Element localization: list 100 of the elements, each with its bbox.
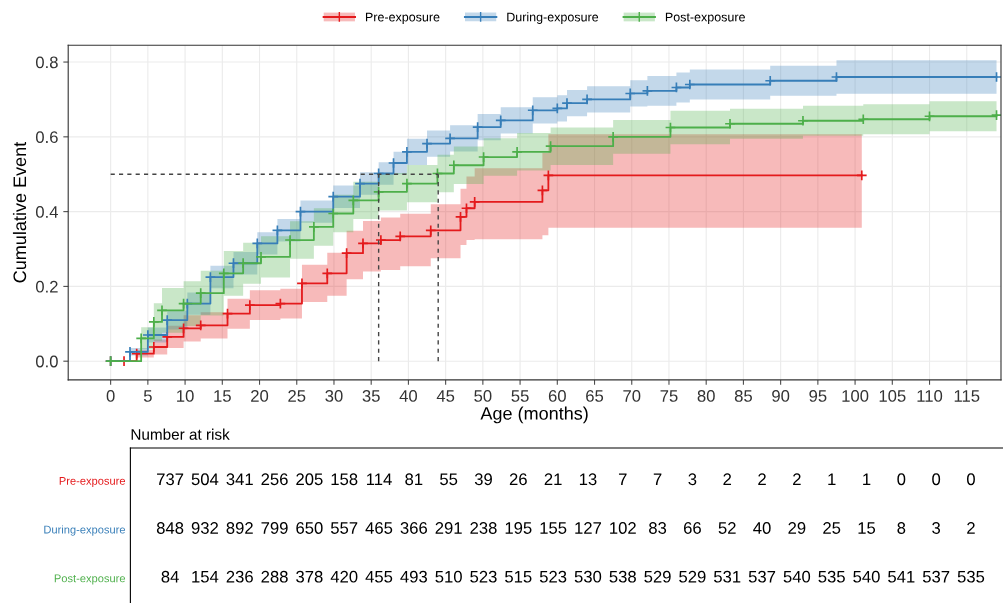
data-label: 40 [753, 522, 771, 534]
y-tick-label: Pre-exposure [59, 477, 126, 488]
data-label: 541 [888, 570, 915, 583]
x-tick-label: 35 [362, 390, 380, 402]
data-label: 155 [540, 522, 567, 534]
data-label: 537 [748, 570, 776, 583]
x-tick-label: 65 [586, 390, 604, 402]
data-label: 55 [440, 473, 458, 486]
data-label: 2 [967, 522, 975, 534]
data-label: 523 [539, 570, 567, 583]
data-label: 531 [713, 570, 741, 583]
data-label: 236 [226, 570, 253, 583]
data-label: 26 [509, 473, 527, 486]
data-label: 737 [157, 473, 184, 486]
x-tick-label: 30 [325, 390, 343, 402]
data-label: 848 [156, 522, 184, 534]
data-label: 523 [470, 570, 497, 583]
data-label: 0 [966, 473, 975, 486]
x-tick-label: 40 [399, 390, 418, 402]
x-tick-label: 15 [214, 390, 231, 402]
data-label: 256 [261, 473, 288, 486]
x-tick-label: 50 [474, 390, 492, 402]
y-tick-label: Post-exposure [54, 574, 126, 585]
data-label: 158 [331, 473, 358, 486]
data-label: 84 [161, 570, 179, 583]
y-tick-label: 0.0 [35, 355, 58, 368]
data-label: 0 [932, 473, 941, 486]
data-label: 535 [818, 570, 845, 583]
y-tick-label: 0.4 [35, 206, 58, 218]
data-label: 2 [793, 473, 801, 485]
data-label: 530 [574, 570, 602, 583]
x-tick-label: 55 [511, 390, 529, 402]
x-tick-label: 45 [436, 390, 455, 402]
x-tick-label: 25 [288, 390, 306, 402]
data-label: 557 [330, 522, 358, 534]
data-label: 66 [683, 522, 701, 534]
legend-label: Post-exposure [665, 12, 745, 24]
data-label: 537 [922, 570, 950, 583]
data-label: 650 [296, 522, 323, 534]
data-label: 127 [575, 522, 601, 534]
legend-label: Pre-exposure [365, 12, 440, 24]
data-label: 1 [863, 473, 871, 485]
data-label: 114 [366, 473, 392, 485]
data-label: 515 [505, 570, 532, 583]
x-tick-label: 115 [954, 390, 980, 402]
data-label: 529 [644, 570, 671, 583]
data-label: 3 [932, 522, 941, 534]
data-label: 932 [191, 522, 218, 534]
data-label: 8 [897, 522, 906, 534]
y-axis-title: Cumulative Event [12, 141, 27, 283]
data-label: 341 [226, 473, 253, 486]
data-label: 0 [897, 473, 906, 486]
x-tick-label: 95 [809, 390, 827, 402]
data-label: 2 [758, 473, 766, 485]
x-tick-label: 70 [623, 390, 641, 402]
data-label: 538 [609, 570, 636, 583]
x-axis-title: Age (months) [480, 406, 588, 424]
data-label: 535 [957, 570, 985, 583]
data-label: 366 [400, 522, 427, 534]
data-label: 81 [405, 473, 423, 486]
data-label: 378 [296, 570, 323, 583]
data-label: 510 [435, 570, 462, 583]
data-label: 465 [365, 522, 393, 534]
data-label: 7 [653, 473, 662, 485]
data-label: 799 [261, 522, 288, 534]
data-label: 3 [688, 473, 697, 486]
x-tick-label: 60 [548, 390, 566, 402]
data-label: 52 [718, 522, 736, 534]
data-label: 529 [679, 570, 706, 583]
legend-label: During-exposure [507, 12, 599, 24]
x-tick-label: 110 [917, 390, 943, 402]
x-tick-label: 105 [879, 390, 906, 402]
data-label: 291 [435, 522, 462, 534]
data-label: 540 [853, 570, 880, 583]
data-label: 892 [226, 522, 253, 534]
data-label: 540 [783, 570, 811, 583]
data-label: 455 [365, 570, 393, 583]
data-label: 102 [610, 522, 636, 534]
x-tick-label: 100 [842, 390, 869, 402]
y-tick-label: During-exposure [44, 525, 126, 536]
data-label: 83 [649, 522, 667, 534]
data-label: 2 [723, 473, 732, 485]
y-tick-label: 0.6 [35, 131, 58, 144]
y-tick-label: 0.8 [35, 56, 58, 69]
data-label: 25 [823, 522, 841, 534]
chart-title: Number at risk [131, 428, 230, 440]
data-label: 1 [828, 473, 836, 485]
data-label: 15 [858, 522, 876, 534]
data-label: 195 [505, 522, 532, 534]
data-label: 7 [618, 473, 627, 485]
x-tick-label: 85 [734, 390, 752, 402]
x-tick-label: 90 [772, 390, 790, 402]
x-tick-label: 20 [251, 390, 269, 402]
data-label: 205 [296, 473, 323, 486]
data-label: 39 [474, 473, 492, 486]
x-tick-label: 75 [660, 390, 678, 402]
data-label: 21 [544, 473, 562, 485]
y-tick-label: 0.2 [35, 280, 58, 293]
data-label: 13 [579, 473, 597, 486]
data-label: 420 [330, 570, 358, 583]
